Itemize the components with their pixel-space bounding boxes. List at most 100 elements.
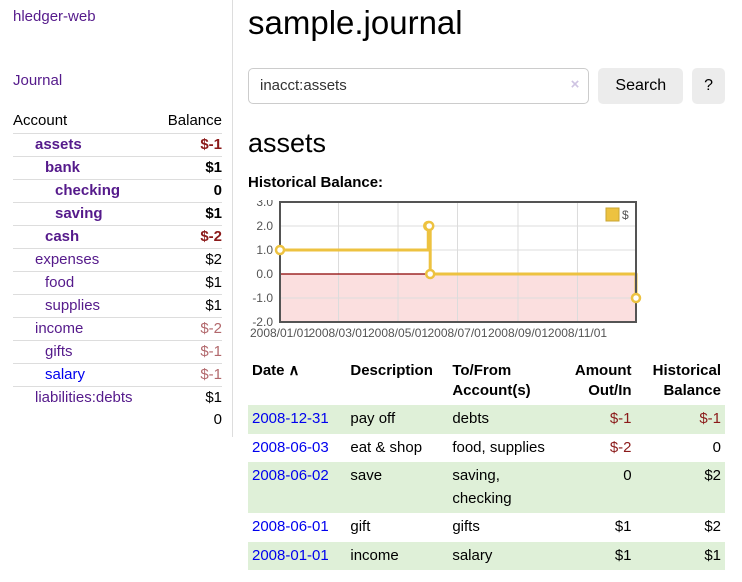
account-balance-value: $-1 — [156, 363, 222, 387]
account-balance-value: $1 — [156, 294, 222, 318]
sidebar-account-row: assets $-1 — [13, 134, 222, 157]
account-link-checking[interactable]: checking — [55, 182, 121, 199]
account-balance-value: $2 — [156, 248, 222, 272]
transaction-description: pay off — [350, 410, 396, 428]
sidebar-item-journal[interactable]: Journal — [13, 72, 63, 89]
balance-chart-canvas: $3.0 2.0 1.0 0.0 -1.0 -2.02008/01/012008/03/0… — [250, 200, 642, 340]
account-link-saving[interactable]: saving — [55, 205, 103, 222]
account-heading: assets — [248, 127, 327, 158]
account-balance-value: 0 — [156, 179, 222, 203]
sidebar: hledger-web Journal Account Balance asse… — [0, 0, 233, 437]
transaction-amount: $-1 — [609, 410, 632, 428]
transaction-balance: $1 — [704, 546, 721, 564]
y-axis-tick-label: 0.0 — [256, 267, 273, 281]
transaction-amount: 0 — [623, 467, 632, 485]
account-link-supplies[interactable]: supplies — [45, 297, 101, 314]
search-bar: × Search ? — [248, 67, 725, 104]
data-point-marker — [424, 268, 436, 280]
register-row: 2008-06-03 eat & shop food, supplies $-2 0 — [248, 434, 725, 463]
x-axis-tick-label: 2008/03/01 — [308, 326, 368, 340]
register-header-description: Description — [350, 361, 433, 379]
page: hledger-web Journal Account Balance asse… — [0, 0, 727, 571]
help-button[interactable]: ? — [692, 67, 725, 104]
y-axis-tick-label: -2.0 — [252, 315, 273, 329]
transaction-date-link[interactable]: 2008-01-01 — [252, 546, 329, 564]
data-point-marker — [423, 220, 435, 232]
transaction-date-link[interactable]: 2008-06-01 — [252, 518, 329, 536]
account-balance-value: $1 — [156, 156, 222, 180]
legend-label: $ — [622, 208, 629, 222]
sort-ascending-icon: ∧ — [288, 361, 300, 379]
accounts-header-account: Account — [13, 110, 157, 134]
account-link-cash[interactable]: cash — [45, 228, 80, 245]
sidebar-account-row: cash $-2 — [13, 225, 222, 249]
account-balance-value: $-1 — [200, 136, 222, 153]
register-row: 2008-06-01 gift gifts $1 $2 — [248, 513, 725, 542]
account-link-bank[interactable]: bank — [45, 159, 81, 176]
sidebar-account-row: expenses $2 — [13, 248, 222, 272]
search-button[interactable]: Search — [598, 67, 684, 104]
main-content: sample.journal × Search ? assets Histori… — [233, 0, 727, 571]
transaction-amount: $1 — [614, 546, 632, 564]
transaction-date-link[interactable]: 2008-06-02 — [252, 467, 329, 485]
register-row: 2008-06-02 save saving, checking 0 $2 — [248, 462, 725, 514]
account-link-gifts[interactable]: gifts — [45, 343, 73, 360]
account-link-liabilities-debts[interactable]: liabilities:debts — [35, 389, 133, 406]
sidebar-account-row: supplies $1 — [13, 294, 222, 318]
register-header-amount: Amount Out/In — [574, 361, 632, 400]
transaction-description: income — [350, 546, 399, 564]
x-axis-tick-label: 2008/01/01 — [250, 326, 310, 340]
transaction-accounts: gifts — [452, 518, 480, 536]
account-balance-value: $1 — [156, 271, 222, 295]
accounts-total-value: 0 — [213, 411, 222, 428]
transaction-balance: $-1 — [699, 410, 721, 428]
transaction-description: gift — [350, 518, 371, 536]
transaction-accounts: food, supplies — [452, 438, 545, 456]
register-header-balance: Historical Balance — [652, 361, 721, 400]
sidebar-account-row: saving $1 — [13, 202, 222, 226]
historical-balance-chart: $3.0 2.0 1.0 0.0 -1.0 -2.0 2008/01/01 2008/03/0… — [248, 200, 725, 344]
transaction-accounts: saving, checking — [452, 467, 512, 507]
y-axis-tick-label: 3.0 — [256, 200, 273, 209]
register-header-date[interactable]: Date ∧ — [252, 361, 300, 379]
page-title: sample.journal — [248, 4, 463, 41]
chart-title: Historical Balance: — [248, 173, 384, 191]
account-link-food[interactable]: food — [45, 274, 75, 291]
account-link-salary[interactable]: salary — [45, 366, 86, 383]
y-axis-tick-label: 1.0 — [256, 243, 273, 257]
transaction-balance: 0 — [712, 438, 721, 456]
account-balance-value: $-1 — [156, 340, 222, 364]
sidebar-account-row: liabilities:debts $1 — [13, 386, 222, 409]
transaction-description: eat & shop — [350, 438, 423, 456]
transaction-accounts: salary — [452, 546, 493, 564]
accounts-table: Account Balance assets $-1 bank $1 checking 0… — [13, 110, 222, 431]
transaction-date-link[interactable]: 2008-12-31 — [252, 410, 329, 428]
sidebar-account-row: checking 0 — [13, 179, 222, 203]
account-balance-value: $-2 — [156, 225, 222, 249]
sidebar-account-row: gifts $-1 — [13, 340, 222, 364]
account-link-assets[interactable]: assets — [35, 136, 82, 153]
accounts-total-spacer — [13, 409, 157, 431]
search-input[interactable] — [248, 67, 590, 104]
account-link-expenses[interactable]: expenses — [35, 251, 100, 268]
transaction-date-link[interactable]: 2008-06-03 — [252, 438, 329, 456]
transaction-amount: $-2 — [609, 438, 632, 456]
transaction-balance: $2 — [704, 467, 721, 485]
transaction-amount: $1 — [614, 518, 632, 536]
account-balance-value: $1 — [156, 386, 222, 409]
register-header-accounts: To/From Account(s) — [452, 361, 531, 400]
register-row: 2008-12-31 pay off debts $-1 $-1 — [248, 405, 725, 434]
y-axis-tick-label: -1.0 — [252, 291, 273, 305]
sidebar-account-row: food $1 — [13, 271, 222, 295]
data-point-marker — [630, 292, 642, 304]
register-table: Date ∧ Description To/From Account(s) Amo… — [248, 358, 725, 571]
app-title-link[interactable]: hledger-web — [13, 8, 96, 25]
sidebar-account-row: bank $1 — [13, 156, 222, 180]
x-axis-tick-label: 2008/09/01 — [488, 326, 548, 340]
clear-search-icon[interactable]: × — [570, 75, 580, 93]
sidebar-account-row: salary $-1 — [13, 363, 222, 387]
register-row: 2008-01-01 income salary $1 $1 — [248, 541, 725, 571]
account-link-income[interactable]: income — [35, 320, 84, 337]
y-axis-tick-label: 2.0 — [256, 219, 273, 233]
data-point-marker — [274, 244, 286, 256]
